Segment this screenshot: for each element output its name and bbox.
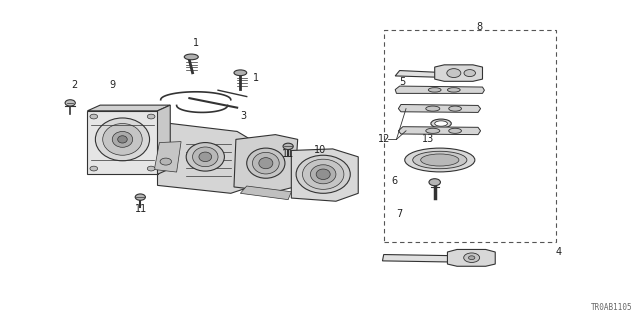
Polygon shape bbox=[234, 135, 298, 192]
Text: 4: 4 bbox=[556, 247, 562, 257]
Text: 1: 1 bbox=[253, 73, 259, 83]
Polygon shape bbox=[241, 186, 291, 200]
Ellipse shape bbox=[404, 148, 475, 172]
Text: 10: 10 bbox=[314, 146, 326, 156]
Text: 11: 11 bbox=[282, 149, 294, 159]
Ellipse shape bbox=[283, 143, 293, 149]
Polygon shape bbox=[383, 254, 462, 262]
Ellipse shape bbox=[102, 124, 142, 155]
Ellipse shape bbox=[464, 69, 476, 76]
Ellipse shape bbox=[234, 70, 246, 76]
Ellipse shape bbox=[468, 256, 475, 260]
Polygon shape bbox=[398, 105, 481, 112]
Ellipse shape bbox=[426, 106, 440, 111]
Ellipse shape bbox=[252, 152, 279, 174]
Polygon shape bbox=[154, 142, 181, 172]
Text: 1: 1 bbox=[193, 38, 199, 48]
Ellipse shape bbox=[246, 148, 285, 178]
Text: 3: 3 bbox=[241, 111, 246, 121]
Ellipse shape bbox=[449, 128, 461, 133]
Text: 11: 11 bbox=[136, 204, 148, 214]
Polygon shape bbox=[157, 105, 170, 174]
Text: 2: 2 bbox=[72, 80, 78, 91]
Ellipse shape bbox=[147, 114, 155, 119]
Ellipse shape bbox=[186, 142, 225, 171]
Ellipse shape bbox=[184, 54, 198, 60]
Ellipse shape bbox=[65, 100, 76, 106]
Ellipse shape bbox=[420, 154, 459, 166]
Ellipse shape bbox=[90, 166, 98, 171]
Text: 8: 8 bbox=[476, 22, 483, 32]
Ellipse shape bbox=[90, 114, 98, 119]
Ellipse shape bbox=[199, 152, 212, 162]
Ellipse shape bbox=[428, 88, 441, 92]
Ellipse shape bbox=[259, 158, 273, 169]
Ellipse shape bbox=[449, 106, 461, 111]
Ellipse shape bbox=[447, 88, 460, 92]
Text: 5: 5 bbox=[399, 77, 406, 87]
Polygon shape bbox=[157, 122, 253, 193]
Ellipse shape bbox=[118, 136, 127, 143]
Ellipse shape bbox=[193, 147, 218, 167]
Polygon shape bbox=[395, 86, 484, 93]
Ellipse shape bbox=[296, 155, 350, 193]
Polygon shape bbox=[88, 111, 157, 174]
Ellipse shape bbox=[160, 158, 172, 165]
Ellipse shape bbox=[135, 194, 145, 200]
Ellipse shape bbox=[95, 118, 150, 161]
Ellipse shape bbox=[426, 128, 440, 133]
Text: 12: 12 bbox=[378, 134, 390, 144]
Polygon shape bbox=[395, 70, 449, 77]
Ellipse shape bbox=[435, 121, 447, 126]
Ellipse shape bbox=[429, 179, 440, 186]
Text: 7: 7 bbox=[396, 209, 403, 219]
Polygon shape bbox=[291, 149, 358, 201]
Text: TR0AB1105: TR0AB1105 bbox=[591, 303, 632, 312]
Ellipse shape bbox=[447, 69, 461, 77]
Polygon shape bbox=[447, 250, 495, 266]
Ellipse shape bbox=[112, 132, 132, 147]
Polygon shape bbox=[88, 105, 170, 111]
Ellipse shape bbox=[303, 159, 344, 189]
Polygon shape bbox=[398, 127, 481, 135]
Text: 6: 6 bbox=[392, 176, 397, 186]
Ellipse shape bbox=[464, 253, 479, 262]
Polygon shape bbox=[435, 65, 483, 81]
Bar bbox=[384, 30, 556, 243]
Ellipse shape bbox=[431, 119, 451, 128]
Text: 13: 13 bbox=[422, 134, 434, 144]
Ellipse shape bbox=[316, 169, 330, 180]
Text: 9: 9 bbox=[110, 80, 116, 91]
Ellipse shape bbox=[310, 165, 336, 184]
Ellipse shape bbox=[413, 151, 467, 169]
Ellipse shape bbox=[147, 166, 155, 171]
